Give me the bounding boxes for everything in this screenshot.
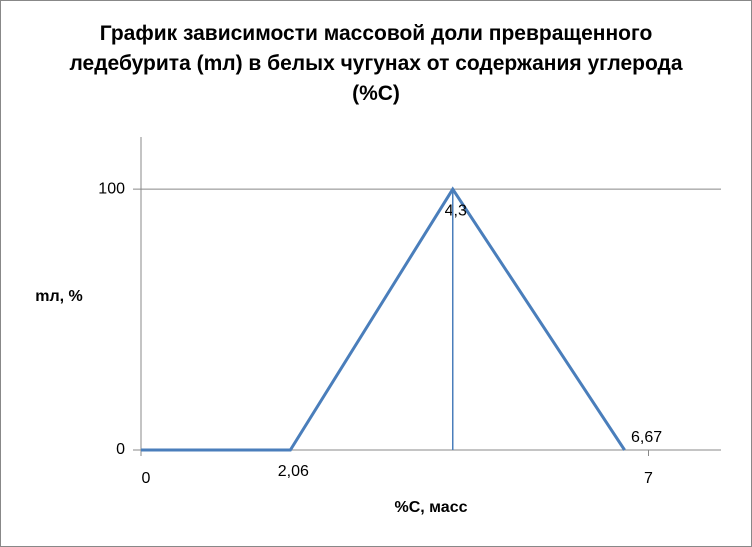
point-label: 4,3: [445, 202, 467, 219]
data-line: [141, 186, 626, 452]
chart-title: График зависимости массовой доли превращ…: [69, 22, 683, 105]
y-axis-label: mл, %: [35, 288, 83, 305]
x-tick-label: 7: [644, 470, 653, 487]
x-axis-label: %С, масс: [395, 499, 468, 516]
y-tick-label: 0: [116, 441, 125, 458]
point-label: 6,67: [631, 429, 662, 446]
y-tick-label: 100: [98, 180, 125, 197]
point-label: 2,06: [278, 463, 309, 480]
x-tick-label: 0: [142, 470, 151, 487]
